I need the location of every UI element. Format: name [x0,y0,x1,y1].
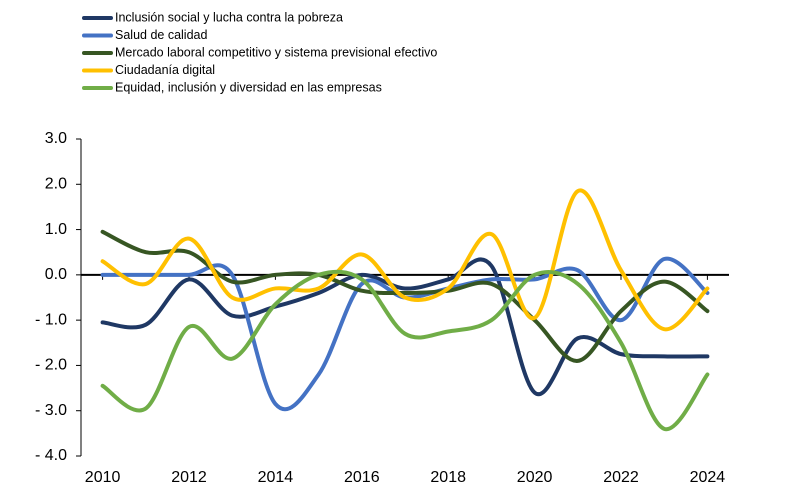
legend-label: Ciudadanía digital [115,63,215,77]
x-tick-label: 2014 [258,469,294,486]
legend-label: Mercado laboral competitivo y sistema pr… [115,45,437,59]
y-tick-label: - 2.0 [35,357,67,374]
series-line [100,269,710,431]
series-line [100,257,710,397]
x-tick-label: 2022 [603,469,639,486]
legend-label: Salud de calidad [115,28,207,42]
legend-label: Equidad, inclusión y diversidad en las e… [115,80,382,94]
y-tick-label: - 1.0 [35,311,67,328]
series-line [100,229,710,363]
legend-label: Inclusión social y lucha contra la pobre… [115,10,343,24]
x-tick-label: 2024 [690,469,726,486]
y-tick-label: 1.0 [45,221,67,238]
series-line [100,188,710,332]
x-tick-label: 2010 [85,469,121,486]
y-tick-label: 3.0 [45,130,67,147]
y-tick-label: 2.0 [45,176,67,193]
x-tick-label: 2012 [171,469,207,486]
x-tick-label: 2020 [517,469,553,486]
y-tick-label: - 4.0 [35,447,67,464]
x-tick-label: 2016 [344,469,380,486]
y-tick-label: 0.0 [45,266,67,283]
y-tick-label: - 3.0 [35,402,67,419]
x-tick-label: 2018 [430,469,466,486]
